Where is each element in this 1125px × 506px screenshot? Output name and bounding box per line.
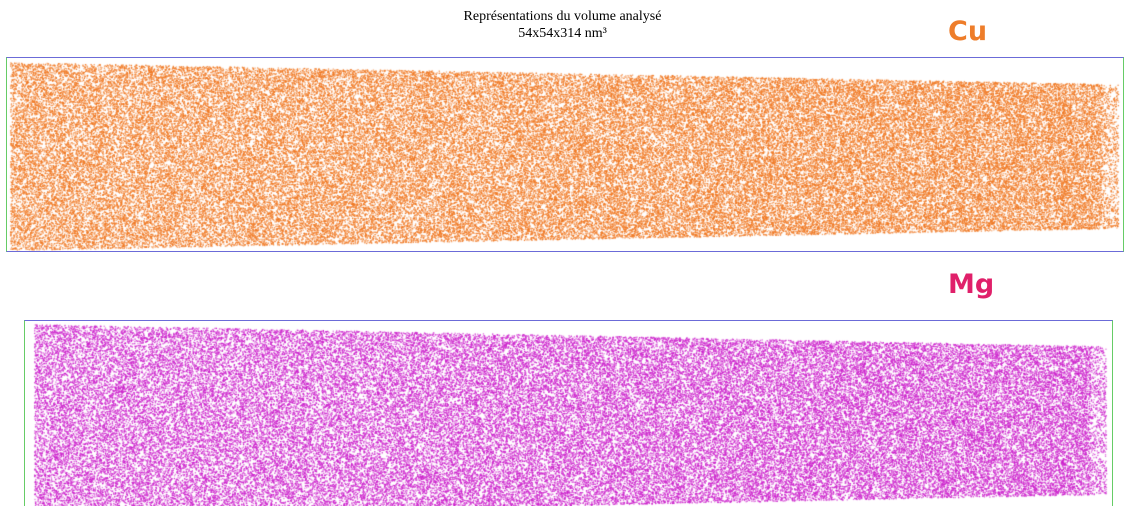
- cu-atom-cloud: [6, 57, 1124, 252]
- mg-bounding-box: [24, 320, 1113, 506]
- figure-title: Représentations du volume analysé 54x54x…: [0, 8, 1125, 42]
- title-line-1: Représentations du volume analysé: [463, 9, 662, 24]
- cu-bounding-box: [6, 57, 1124, 252]
- mg-atom-cloud: [24, 320, 1113, 506]
- mg-atom-map: [24, 320, 1113, 506]
- mg-element-label: Mg: [948, 269, 995, 300]
- cu-element-label: Cu: [948, 16, 988, 47]
- title-line-2: 54x54x314 nm³: [518, 26, 607, 41]
- cu-atom-map: [6, 57, 1124, 252]
